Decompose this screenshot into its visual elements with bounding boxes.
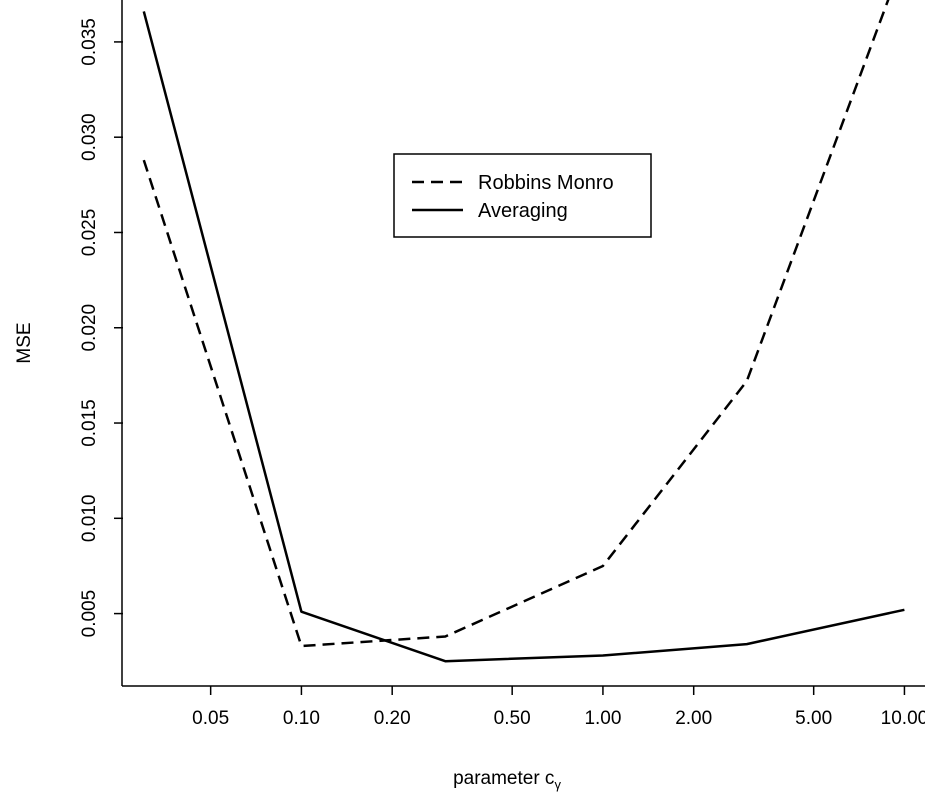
series-layer (142, 0, 905, 663)
x-tick-label: 1.00 (584, 708, 621, 729)
x-tick-label: 0.20 (374, 708, 411, 729)
legend: Robbins Monro Averaging (393, 153, 652, 238)
series-line-robbins-monro (142, 0, 890, 648)
y-tick-label: 0.020 (79, 304, 100, 352)
legend-label-averaging: Averaging (478, 200, 568, 222)
x-tick-label: 0.50 (494, 708, 531, 729)
series-line-averaging (142, 11, 905, 663)
x-axis-label-main: parameter c (453, 768, 554, 789)
y-axis-label: MSE (14, 322, 35, 363)
x-tick-label: 0.05 (192, 708, 229, 729)
y-tick-label: 0.005 (79, 590, 100, 638)
x-tick-label: 2.00 (675, 708, 712, 729)
legend-label-robbins-monro: Robbins Monro (478, 172, 614, 194)
y-tick-label: 0.010 (79, 495, 100, 543)
x-tick-label: 5.00 (795, 708, 832, 729)
legend-box (393, 153, 652, 238)
x-tick-label: 10.00 (881, 708, 925, 729)
x-axis-label-subscript: γ (554, 777, 561, 792)
y-tick-label: 0.025 (79, 209, 100, 257)
y-axis-ticks: 0.005 0.010 0.015 0.020 0.025 0.030 0.035 (79, 18, 123, 637)
x-axis-label: parameter cγ (453, 768, 561, 792)
y-tick-label: 0.030 (79, 113, 100, 161)
y-tick-label: 0.015 (79, 399, 100, 447)
x-tick-label: 0.10 (283, 708, 320, 729)
y-tick-label: 0.035 (79, 18, 100, 66)
x-axis-ticks: 0.05 0.10 0.20 0.50 1.00 2.00 5.00 10.00 (192, 686, 925, 729)
